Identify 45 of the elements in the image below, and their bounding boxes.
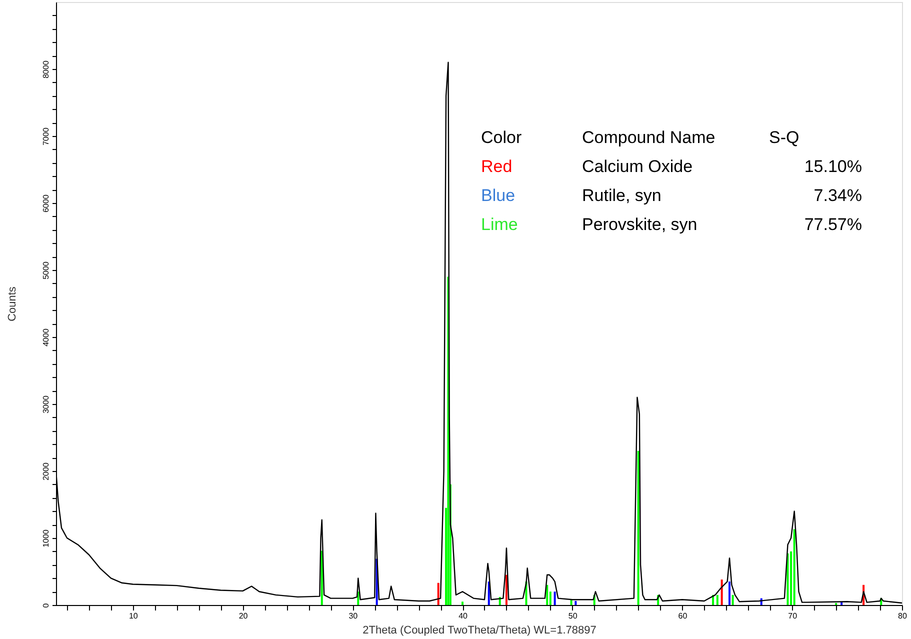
x-tick-label: 40	[458, 612, 468, 620]
x-axis-title: 2Theta (Coupled TwoTheta/Theta) WL=1.78897	[362, 624, 596, 636]
bar	[793, 529, 796, 605]
bar	[570, 600, 572, 605]
annotation: 7.34%	[814, 186, 862, 205]
bar	[546, 584, 548, 605]
bar	[320, 550, 323, 605]
x-tick-label: 50	[568, 612, 578, 620]
annotation: Lime	[481, 215, 518, 234]
annotation: Blue	[481, 186, 516, 205]
x-tick-label: 30	[348, 612, 358, 620]
y-axis-title: Counts	[6, 286, 18, 322]
annotation: Color	[481, 128, 522, 147]
y-tick-label: 8000	[42, 60, 50, 78]
y-tick-label: 3000	[42, 395, 50, 414]
y-tick-label: 1000	[42, 529, 50, 548]
bar	[505, 574, 508, 605]
bar	[437, 582, 440, 605]
y-tick-label: 5000	[42, 261, 50, 280]
x-tick-label: 70	[788, 612, 798, 620]
annotation: 77.57%	[804, 215, 862, 234]
bar	[574, 600, 577, 605]
x-tick-label: 80	[898, 612, 908, 620]
y-tick-label: 2000	[42, 462, 50, 480]
annotation: Rutile, syn	[582, 186, 662, 205]
bar	[716, 594, 718, 605]
y-tick-label: 6000	[42, 194, 50, 212]
annotation: Compound Name	[582, 128, 716, 147]
bar	[728, 582, 731, 605]
x-tick-label: 10	[128, 612, 138, 620]
annotation: 15.10%	[804, 157, 862, 176]
y-tick-label: 7000	[42, 127, 50, 146]
y-tick-label: 0	[42, 602, 50, 608]
bar	[720, 580, 723, 605]
bar	[462, 602, 464, 605]
annotation: Perovskite, syn	[582, 215, 698, 234]
bar	[637, 450, 640, 605]
annotation: Red	[481, 157, 512, 176]
annotation: Calcium Oxide	[582, 157, 693, 176]
bar	[554, 592, 556, 605]
bar	[732, 594, 734, 605]
annotation: S-Q	[769, 128, 800, 147]
y-tick-label: 4000	[42, 328, 50, 346]
x-tick-label: 60	[678, 612, 688, 620]
x-tick-label: 20	[238, 612, 248, 620]
